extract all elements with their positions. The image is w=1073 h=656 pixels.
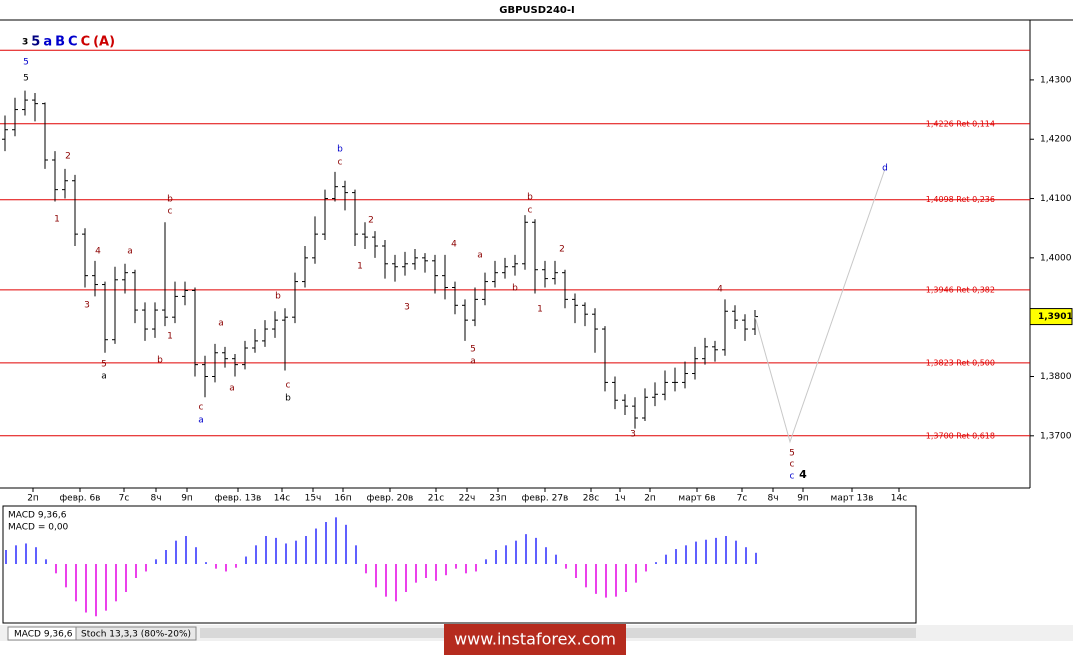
wave-legend-item: (A) — [93, 35, 115, 50]
wave-label: 4 — [717, 285, 723, 295]
wave-legend-item: C — [68, 35, 78, 50]
y-tick-label: 1,4000 — [1040, 253, 1072, 263]
wave-legend-item: C — [81, 35, 91, 50]
wave-label: 1 — [357, 262, 363, 272]
wave-label: a — [198, 416, 204, 426]
last-price-label: 1,3901 — [1038, 312, 1073, 322]
wave-label: 4 — [799, 468, 807, 481]
x-tick-label: 1ч — [614, 494, 625, 504]
wave-label: 1 — [54, 215, 60, 225]
wave-label: a — [101, 372, 107, 382]
x-tick-label: 7с — [737, 494, 748, 504]
wave-label: 1 — [537, 305, 543, 315]
wave-label: 5 — [101, 360, 107, 370]
level-label: 1,4098 Ret 0,236 — [926, 195, 995, 204]
wave-label: c — [528, 206, 533, 216]
macd-title: MACD 9,36,6 — [8, 511, 67, 521]
x-tick-label: 15ч — [305, 494, 322, 504]
wave-label: 4 — [95, 247, 101, 257]
level-label: 1,4226 Ret 0,114 — [926, 119, 995, 128]
last-price-box — [1029, 308, 1073, 326]
wave-legend-item: B — [55, 35, 65, 50]
wave-label: a — [470, 357, 476, 367]
y-tick-label: 1,3700 — [1040, 431, 1072, 441]
watermark-box — [444, 624, 626, 655]
level-label: 1,3823 Ret 0,500 — [926, 358, 995, 367]
wave-label: c — [338, 158, 343, 168]
x-tick-label: 16п — [334, 494, 351, 504]
wave-label: a — [218, 319, 224, 329]
wave-legend-item: 5 — [31, 35, 40, 50]
chart-title: GBPUSD240-I — [499, 5, 575, 16]
wave-label: 5 — [470, 345, 476, 355]
x-tick-label: 8ч — [150, 494, 161, 504]
wave-label: 2 — [65, 152, 71, 162]
macd-panel — [2, 505, 917, 624]
wave-label: b — [285, 394, 291, 404]
wave-label: c — [286, 381, 291, 391]
wave-label: 2 — [559, 245, 565, 255]
tab[interactable] — [75, 626, 197, 641]
wave-label: 3 — [84, 301, 90, 311]
x-tick-label: февр. 13в — [215, 494, 262, 504]
y-tick-label: 1,4200 — [1040, 135, 1072, 145]
x-tick-label: 14с — [274, 494, 290, 504]
wave-label: c — [790, 472, 795, 482]
watermark: www.instaforex.com — [454, 630, 616, 649]
x-tick-label: 9п — [181, 494, 193, 504]
wave-label: 5 — [23, 58, 29, 68]
wave-legend-item: a — [43, 35, 52, 50]
wave-label: c — [790, 460, 795, 470]
wave-label: b — [157, 356, 163, 366]
x-tick-label: февр. 6в — [59, 494, 100, 504]
wave-label: 2 — [368, 216, 374, 226]
wave-label: 3 — [404, 303, 410, 313]
x-tick-label: 23п — [489, 494, 506, 504]
x-tick-label: 2п — [644, 494, 656, 504]
macd-value: MACD = 0,00 — [8, 523, 69, 533]
tab-label[interactable]: Stoch 13,3,3 (80%-20%) — [81, 630, 191, 640]
x-tick-label: февр. 20в — [367, 494, 414, 504]
x-tick-label: март 13в — [831, 494, 874, 504]
y-tick-label: 1,3800 — [1040, 372, 1072, 382]
x-tick-label: 7с — [119, 494, 130, 504]
wave-label: a — [127, 247, 133, 257]
wave-label: a — [477, 251, 483, 261]
level-label: 1,3700 Ret 0,618 — [926, 431, 995, 440]
x-tick-label: 9п — [797, 494, 809, 504]
wave-label: 4 — [451, 240, 457, 250]
x-tick-label: март 6в — [678, 494, 715, 504]
wave-label: a — [229, 384, 235, 394]
tab-label[interactable]: MACD 9,36,6 — [14, 630, 73, 640]
wave-label: b — [337, 145, 343, 155]
wave-label: b — [275, 292, 281, 302]
wave-legend-item: 3 — [22, 38, 28, 48]
y-tick-label: 1,4100 — [1040, 194, 1072, 204]
x-tick-label: 28с — [583, 494, 599, 504]
x-tick-label: 2п — [27, 494, 39, 504]
x-tick-label: февр. 27в — [522, 494, 569, 504]
wave-label: c — [199, 403, 204, 413]
x-tick-label: 8ч — [767, 494, 778, 504]
wave-label: b — [167, 195, 173, 205]
wave-label: c — [168, 207, 173, 217]
wave-label: 1 — [167, 332, 173, 342]
wave-label: b — [527, 193, 533, 203]
x-tick-label: 22ч — [459, 494, 476, 504]
wave-label: b — [512, 284, 518, 294]
y-tick-label: 1,4300 — [1040, 75, 1072, 85]
x-tick-label: 14с — [891, 494, 907, 504]
wave-label: 5 — [23, 74, 29, 84]
wave-label: 3 — [630, 430, 636, 440]
wave-label: d — [882, 164, 888, 174]
wave-label: 5 — [789, 449, 795, 459]
forecast-line — [754, 168, 886, 444]
level-label: 1,3946 Ret 0,382 — [926, 285, 995, 294]
x-tick-label: 21с — [428, 494, 444, 504]
